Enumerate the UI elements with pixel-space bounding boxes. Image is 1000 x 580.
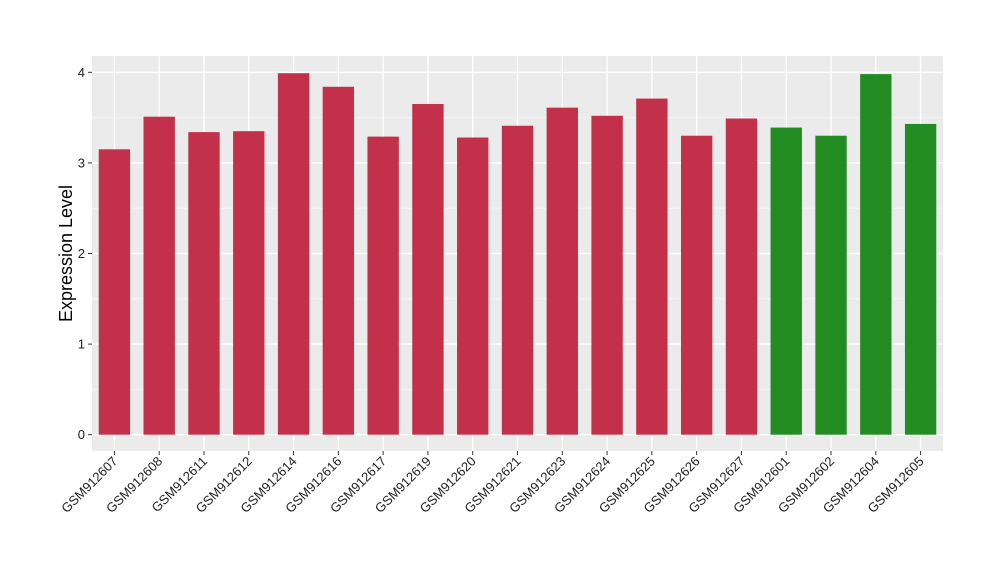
y-axis-title: Expression Level bbox=[56, 185, 76, 322]
bar-GSM912625 bbox=[636, 98, 668, 435]
y-tick-label: 1 bbox=[78, 337, 85, 352]
bar-GSM912619 bbox=[412, 104, 444, 435]
bar-GSM912614 bbox=[277, 73, 310, 435]
bar-GSM912623 bbox=[546, 107, 578, 435]
y-tick-label: 3 bbox=[78, 155, 85, 170]
y-tick-label: 4 bbox=[78, 65, 85, 80]
bar-GSM912607 bbox=[98, 149, 131, 435]
x-axis: GSM912607GSM912608GSM912611GSM912612GSM9… bbox=[58, 451, 927, 516]
bar-GSM912611 bbox=[188, 132, 220, 435]
bar-GSM912601 bbox=[770, 127, 802, 435]
bar-GSM912604 bbox=[860, 74, 892, 435]
bars bbox=[98, 73, 937, 435]
bar-GSM912608 bbox=[143, 116, 175, 435]
y-axis: 0 1 2 3 4 bbox=[78, 65, 92, 442]
bar-GSM912605 bbox=[904, 123, 937, 435]
bar-GSM912627 bbox=[725, 118, 758, 435]
bar-GSM912620 bbox=[457, 137, 489, 435]
bar-GSM912624 bbox=[591, 115, 623, 435]
bar-GSM912612 bbox=[233, 131, 265, 435]
bar-GSM912621 bbox=[501, 125, 534, 435]
bar-GSM912602 bbox=[815, 135, 847, 435]
y-tick-label: 0 bbox=[78, 427, 85, 442]
bar-GSM912616 bbox=[322, 86, 355, 435]
bar-GSM912626 bbox=[680, 135, 713, 435]
y-tick-label: 2 bbox=[78, 246, 85, 261]
bar-GSM912617 bbox=[367, 136, 399, 435]
